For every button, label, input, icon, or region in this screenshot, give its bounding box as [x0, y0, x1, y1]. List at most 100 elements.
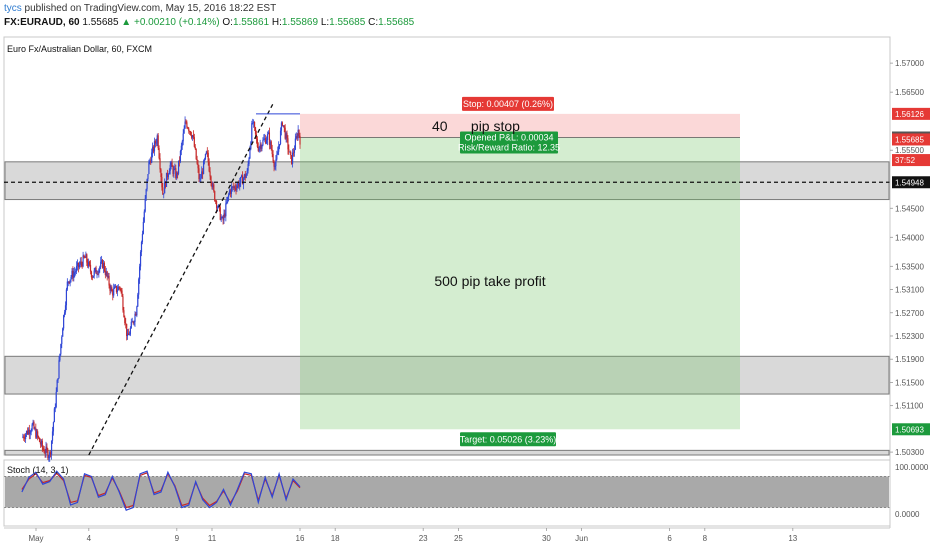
candle-body: [277, 151, 279, 155]
candle-body: [187, 127, 189, 129]
candle-body: [70, 277, 72, 280]
chart-title: Euro Fx/Australian Dollar, 60, FXCM: [7, 44, 152, 54]
candle-body: [29, 432, 31, 435]
candle-body: [288, 149, 290, 152]
candle-body: [75, 271, 77, 272]
candle-body: [50, 440, 53, 455]
candle-body: [135, 313, 137, 316]
candle-body: [215, 200, 217, 202]
candle-body: [68, 281, 70, 284]
price-tag-bg: [892, 154, 930, 167]
candle-body: [86, 254, 88, 263]
author-link[interactable]: tycs: [4, 3, 22, 14]
stoch-tick-top: 100.0000: [895, 463, 929, 472]
candle-body: [271, 149, 273, 155]
publish-line: tycs published on TradingView.com, May 1…: [4, 3, 276, 14]
candle-body: [76, 266, 78, 272]
candle-body: [111, 287, 113, 292]
price-tag-text: 37:52: [895, 156, 916, 165]
y-tick-label: 1.50300: [895, 448, 924, 457]
stoch-label: Stoch (14, 3, 1): [7, 465, 69, 475]
candle-body: [287, 138, 289, 150]
price-change: ▲ +0.00210 (+0.14%): [121, 17, 220, 28]
candle-body: [156, 135, 158, 143]
candle-body: [200, 178, 202, 180]
candle-body: [202, 160, 205, 175]
candle-body: [281, 122, 283, 126]
candle-body: [74, 271, 76, 273]
labels-layer: Stop: 0.00407 (0.26%) Target: 0.05026 (3.…: [432, 96, 560, 447]
candle-body: [209, 171, 211, 177]
candle-body: [268, 132, 271, 145]
candle-body: [148, 161, 150, 175]
candle-body: [189, 131, 191, 132]
candle-body: [41, 440, 43, 448]
candle-body: [235, 188, 237, 190]
candle-body: [273, 161, 275, 167]
candle-body: [107, 275, 109, 277]
pnl-text: Opened P&L: 0.00034: [464, 132, 553, 142]
candle-body: [215, 201, 218, 209]
candle-body: [222, 216, 224, 221]
last-price: 1.55685: [82, 17, 119, 28]
candle-body: [286, 133, 288, 139]
candle-body: [151, 152, 153, 163]
candle-body: [170, 162, 172, 165]
candle-body: [168, 170, 170, 175]
candle-body: [227, 196, 229, 202]
candle-body: [49, 452, 51, 457]
candle-body: [274, 166, 276, 167]
candle-body: [296, 136, 298, 139]
candle-body: [253, 121, 256, 128]
candle-body: [121, 290, 123, 297]
candle-body: [164, 181, 167, 187]
candle-body: [131, 321, 133, 323]
candle-body: [266, 134, 269, 141]
candle-body: [63, 315, 65, 329]
candle-body: [133, 321, 135, 323]
candle-body: [105, 271, 107, 276]
candle-body: [33, 422, 35, 429]
candle-body: [154, 141, 156, 144]
candle-body: [157, 135, 159, 149]
position-layer: [300, 113, 740, 430]
stoch-k-line: [21, 470, 301, 511]
zone-0: [4, 161, 890, 201]
candle-body: [263, 139, 265, 140]
candle-body: [42, 447, 44, 450]
candle-body: [77, 262, 80, 268]
price-tag: 1.50693: [892, 423, 930, 436]
candle-body: [254, 127, 257, 135]
candle-body: [64, 305, 67, 313]
candle-body: [127, 333, 130, 335]
candle-body: [93, 270, 95, 276]
candle-body: [166, 172, 169, 178]
candle-body: [298, 129, 300, 136]
candle-body: [290, 151, 292, 156]
candle-body: [152, 146, 155, 152]
candle-body: [39, 441, 42, 445]
x-tick-label: 16: [296, 534, 305, 543]
candle-body: [91, 277, 93, 278]
candle-body: [51, 431, 54, 441]
candle-body: [233, 186, 235, 188]
candle-body: [186, 122, 188, 128]
candle-body: [243, 174, 245, 179]
candle-body: [164, 181, 166, 194]
symbol-line: FX:EURAUD, 60 1.55685 ▲ +0.00210 (+0.14%…: [4, 17, 414, 28]
candle-body: [26, 430, 29, 435]
candle-body: [221, 216, 223, 218]
candle-body: [145, 189, 147, 199]
candle-body: [250, 142, 252, 149]
x-tick-label: 8: [703, 534, 708, 543]
candle-body: [226, 201, 228, 204]
candle-body: [183, 128, 185, 134]
candle-body: [172, 166, 174, 174]
candle-body: [207, 152, 209, 163]
candle-body: [283, 125, 285, 128]
candle-body: [126, 333, 129, 337]
candle-body: [114, 285, 117, 287]
candle-body: [129, 328, 131, 335]
candle-body: [90, 271, 93, 278]
